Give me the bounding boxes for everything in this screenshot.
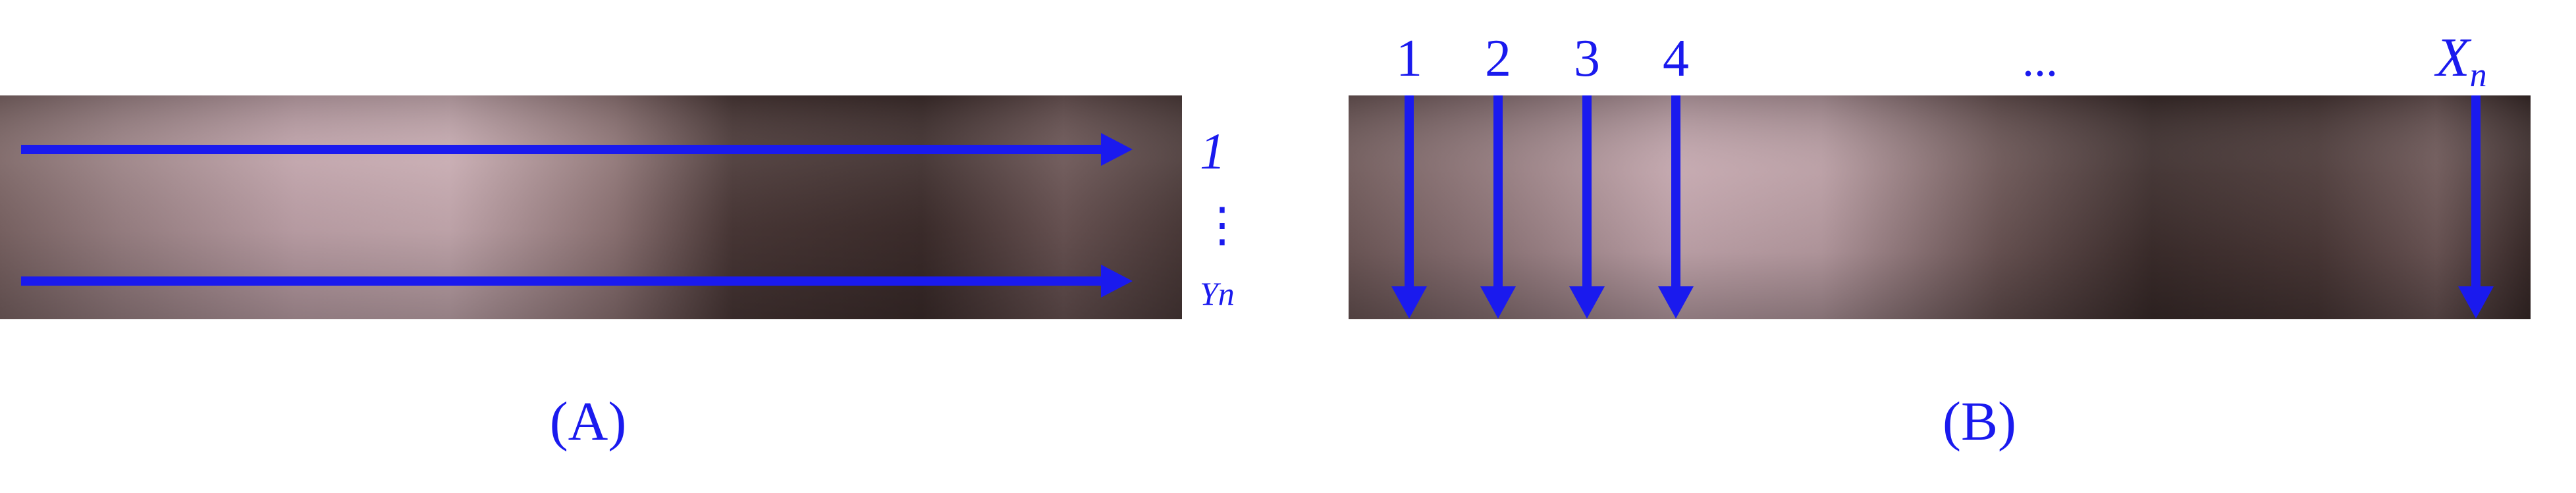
column-scan-arrow-2 (1480, 95, 1516, 319)
row-scan-arrow-first (21, 133, 1133, 166)
row-label-first: 1 (1200, 122, 1225, 180)
column-scan-arrow-4 (1658, 95, 1694, 319)
column-label-4: 4 (1663, 30, 1689, 88)
panel-b-image-shading (1349, 95, 2531, 319)
row-scan-arrow-last (21, 265, 1133, 298)
column-label-last-main: X (2434, 27, 2472, 88)
column-label-last-subscript: n (2470, 57, 2487, 94)
row-label-ellipsis: ⋮ (1198, 197, 1246, 252)
column-label-ellipsis: ... (2022, 34, 2058, 86)
column-scan-arrow-last (2458, 95, 2494, 319)
column-label-1: 1 (1396, 30, 1422, 88)
panel-b-caption: (B) (1943, 391, 2016, 452)
column-label-2: 2 (1485, 30, 1511, 88)
column-label-last: Xn (2434, 27, 2486, 94)
panel-a: 1 ⋮ Yn (A) (0, 95, 1246, 452)
column-scan-arrow-1 (1391, 95, 1427, 319)
panel-a-caption: (A) (550, 391, 627, 452)
panel-b: 1 2 3 4 ... Xn (B) (1349, 27, 2531, 452)
row-label-last: Yn (1200, 275, 1235, 312)
column-scan-arrow-3 (1569, 95, 1605, 319)
column-label-3: 3 (1574, 30, 1600, 88)
